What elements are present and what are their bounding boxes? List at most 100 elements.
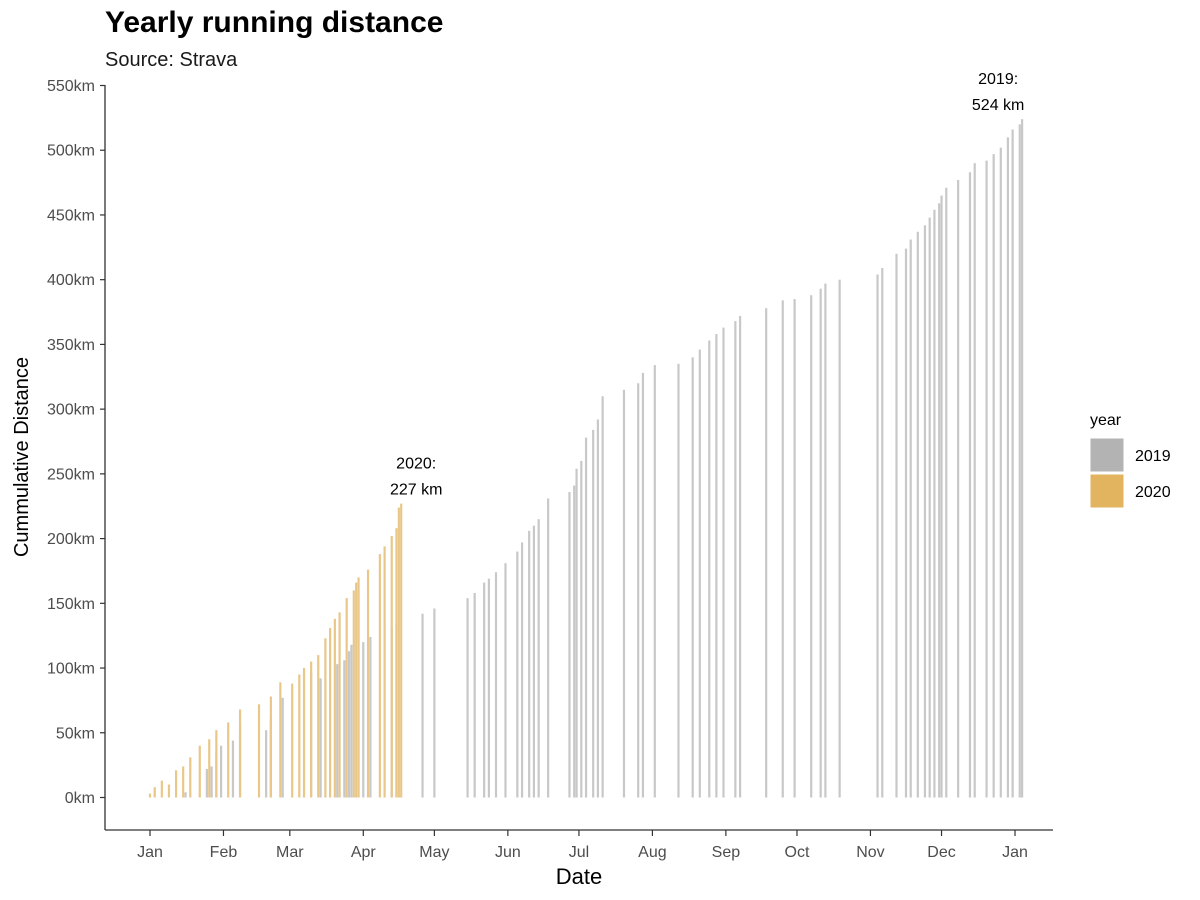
bar-2019 bbox=[819, 288, 822, 798]
bar-2019 bbox=[347, 651, 351, 798]
y-axis-title: Cummulative Distance bbox=[11, 357, 33, 557]
annotation-label: 2020: bbox=[396, 456, 436, 473]
bar-2019 bbox=[698, 349, 701, 798]
bar-2019 bbox=[876, 274, 879, 798]
bar-2020 bbox=[383, 546, 386, 798]
bar-2019 bbox=[677, 363, 680, 798]
bar-2019 bbox=[781, 300, 784, 798]
bar-2020 bbox=[298, 674, 301, 798]
bar-2019 bbox=[945, 187, 948, 798]
bar-2019 bbox=[715, 334, 718, 798]
bar-2020 bbox=[153, 787, 156, 798]
bar-2019 bbox=[532, 525, 536, 798]
y-tick-label: 450km bbox=[47, 207, 95, 224]
x-tick-label: Jan bbox=[137, 844, 163, 861]
bar-2020 bbox=[167, 784, 171, 798]
x-tick-label: Jun bbox=[495, 844, 521, 861]
bar-2019 bbox=[622, 389, 626, 798]
bar-2019 bbox=[734, 321, 737, 798]
bar-2019 bbox=[547, 498, 550, 798]
bar-2019 bbox=[466, 598, 469, 798]
bar-2020 bbox=[238, 709, 242, 798]
bar-2019 bbox=[580, 460, 583, 798]
bar-2019 bbox=[940, 195, 943, 798]
x-tick-label: Aug bbox=[638, 844, 666, 861]
bar-2019 bbox=[992, 154, 995, 798]
bar-2019 bbox=[568, 491, 571, 798]
bar-2020 bbox=[291, 683, 294, 798]
bar-2020 bbox=[189, 757, 192, 798]
bar-2020 bbox=[257, 704, 261, 798]
x-tick-label: Nov bbox=[856, 844, 884, 861]
bar-2019 bbox=[487, 578, 490, 798]
bar-2019 bbox=[765, 308, 768, 798]
x-tick-label: Oct bbox=[785, 844, 810, 861]
bar-2020 bbox=[148, 793, 152, 798]
y-tick-label: 550km bbox=[47, 78, 95, 95]
bar-2019 bbox=[968, 172, 972, 798]
y-tick-label: 400km bbox=[47, 272, 95, 289]
bar-2019 bbox=[708, 340, 711, 798]
y-tick-label: 500km bbox=[47, 143, 95, 160]
bar-2019 bbox=[738, 315, 742, 798]
bar-2019 bbox=[494, 572, 498, 798]
legend-swatch-2020 bbox=[1089, 473, 1125, 509]
y-tick-label: 0km bbox=[65, 790, 95, 807]
bar-2020 bbox=[324, 638, 327, 798]
y-tick-label: 350km bbox=[47, 337, 95, 354]
bar-2019 bbox=[350, 644, 353, 798]
bar-2019 bbox=[205, 769, 208, 798]
bar-2019 bbox=[916, 231, 919, 798]
bar-2020 bbox=[160, 780, 163, 798]
bar-2020 bbox=[333, 618, 336, 798]
bar-2019 bbox=[810, 295, 813, 798]
bar-2020 bbox=[279, 682, 282, 798]
bar-2019 bbox=[923, 225, 927, 798]
bar-2019 bbox=[933, 209, 936, 798]
bar-2019 bbox=[1006, 137, 1009, 798]
bar-2019 bbox=[895, 253, 898, 798]
bar-2019 bbox=[528, 530, 531, 798]
bar-2020 bbox=[397, 507, 400, 798]
bar-2019 bbox=[473, 592, 476, 798]
bar-2019 bbox=[938, 203, 941, 798]
bar-2020 bbox=[302, 668, 306, 798]
x-axis-title: Date bbox=[556, 864, 602, 889]
bar-2019 bbox=[1011, 129, 1014, 798]
chart-title: Yearly running distance bbox=[105, 6, 444, 39]
bar-2020 bbox=[395, 528, 398, 798]
bar-2019 bbox=[653, 365, 656, 798]
bar-2019 bbox=[641, 372, 645, 798]
bar-2019 bbox=[601, 396, 604, 798]
legend-swatch-2019 bbox=[1089, 437, 1125, 473]
bar-2019 bbox=[520, 542, 524, 798]
x-tick-label: Jul bbox=[569, 844, 589, 861]
bar-2020 bbox=[378, 554, 381, 798]
bar-2020 bbox=[338, 612, 341, 798]
bar-2019 bbox=[231, 740, 235, 798]
bar-2019 bbox=[281, 697, 284, 798]
bar-2019 bbox=[573, 485, 576, 798]
bar-2020 bbox=[215, 730, 218, 798]
bar-2019 bbox=[904, 248, 908, 798]
bar-2019 bbox=[584, 437, 588, 798]
bar-2019 bbox=[336, 664, 339, 798]
y-tick-label: 150km bbox=[47, 596, 95, 613]
y-tick-label: 200km bbox=[47, 531, 95, 548]
bar-2019 bbox=[369, 636, 372, 798]
bar-2020 bbox=[208, 739, 211, 798]
bar-2019 bbox=[838, 279, 841, 798]
y-tick-label: 50km bbox=[56, 725, 95, 742]
bar-2019 bbox=[504, 563, 507, 798]
bar-2019 bbox=[824, 283, 827, 798]
legend-label-2020: 2020 bbox=[1135, 484, 1171, 501]
bar-2019 bbox=[1021, 119, 1024, 798]
bar-2020 bbox=[345, 598, 348, 798]
bar-2019 bbox=[537, 519, 540, 798]
x-tick-label: May bbox=[419, 844, 449, 861]
legend-title: year bbox=[1090, 412, 1122, 429]
bar-2019 bbox=[516, 551, 519, 798]
bar-2019 bbox=[210, 766, 213, 798]
bar-2019 bbox=[973, 163, 976, 798]
